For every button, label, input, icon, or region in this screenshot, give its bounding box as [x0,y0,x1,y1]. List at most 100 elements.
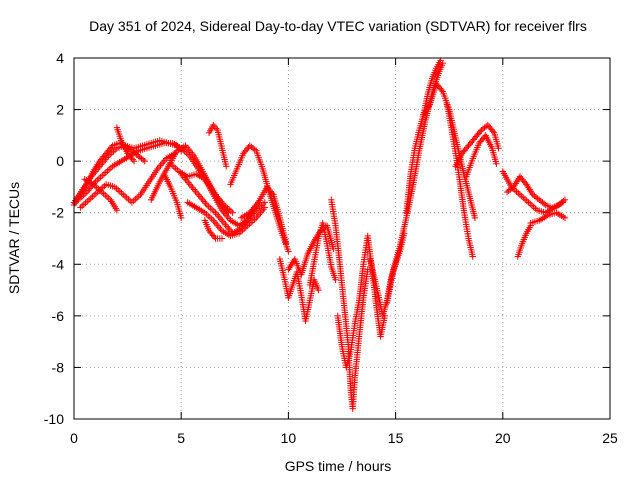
data-point [113,206,121,214]
data-point [198,194,205,202]
data-point [200,198,208,205]
grid-lines [74,58,610,419]
y-axis-title: SDTVAR / TECUs [6,182,22,294]
data-point [203,201,211,209]
data-point [118,189,125,197]
data-point [438,86,445,94]
data-point [285,248,292,255]
data-point [261,204,269,211]
data-point [213,211,221,218]
data-point [205,203,212,210]
data-point [532,194,540,201]
data-point [116,188,124,195]
data-point [531,192,538,200]
data-point [136,154,144,161]
data-point [102,191,109,199]
data-point [87,195,94,202]
series-sat-w [403,57,444,216]
data-point [128,199,136,206]
data-point [188,182,195,190]
data-point [528,202,536,209]
series-sat-ae [527,209,569,227]
data-point [95,175,103,182]
series-sat-r [306,219,339,289]
y-tick-label: 4 [56,50,64,66]
x-axis-title: GPS time / hours [285,458,392,474]
chart-title: Day 351 of 2024, Sidereal Day-to-day VTE… [89,18,587,34]
data-point [223,163,230,170]
data-point [503,188,511,196]
data-point [135,193,142,200]
data-point [508,185,516,192]
y-tick-label: -8 [52,359,65,375]
data-point [85,196,93,204]
data-point [208,215,215,223]
x-tick-label: 5 [177,430,185,446]
series-sat-e [81,175,121,214]
data-point [105,166,113,173]
data-point [80,201,88,208]
y-tick-label: -10 [44,411,64,427]
data-point [129,156,136,163]
data-point [158,160,166,167]
data-point [493,160,500,167]
data-point [207,204,214,212]
data-point [214,222,221,229]
x-tick-label: 0 [70,430,78,446]
data-point [205,212,212,220]
data-point [77,204,84,211]
data-point [132,196,139,203]
data-point [224,213,231,221]
data-point [530,203,537,211]
series-sat-ad [514,222,534,260]
data-point [190,186,198,193]
data-point [202,200,209,207]
data-point [108,144,115,151]
data-point [100,170,108,178]
data-point [99,172,106,179]
y-tick-label: 2 [56,102,64,118]
data-point [220,219,228,227]
data-point [215,212,222,220]
data-point [211,233,218,241]
data-point [178,214,185,222]
data-point [469,253,476,260]
data-point [97,173,104,181]
data-point [539,199,546,206]
data-point [211,218,218,226]
data-point [523,197,531,205]
x-tick-label: 10 [281,430,297,446]
data-point [102,169,109,176]
data-point [215,224,223,231]
series-sat-m [205,121,230,170]
data-point [251,146,258,153]
data-point [185,179,192,186]
data-point [125,196,132,203]
data-point [141,157,148,165]
data-point [521,196,529,203]
series-sat-c [75,139,236,216]
data-point [476,128,484,135]
data-point [210,207,217,215]
data-point [130,157,138,165]
data-point [196,193,203,200]
data-point [561,196,569,204]
data-point [489,128,497,135]
series-sat-l [201,217,226,242]
x-tick-label: 20 [495,430,511,446]
data-point [225,215,233,222]
data-point [537,197,545,205]
series-sat-p [276,255,322,325]
series-sat-y [443,101,476,260]
data-point [217,225,224,233]
data-point [268,189,276,197]
data-point [218,216,225,223]
data-point [114,186,122,194]
data-point [555,201,562,209]
series-sat-v [383,59,446,307]
y-tick-label: -6 [52,308,65,324]
data-point [101,182,108,190]
series-sat-t [334,232,389,371]
series-sat-o [238,183,290,247]
